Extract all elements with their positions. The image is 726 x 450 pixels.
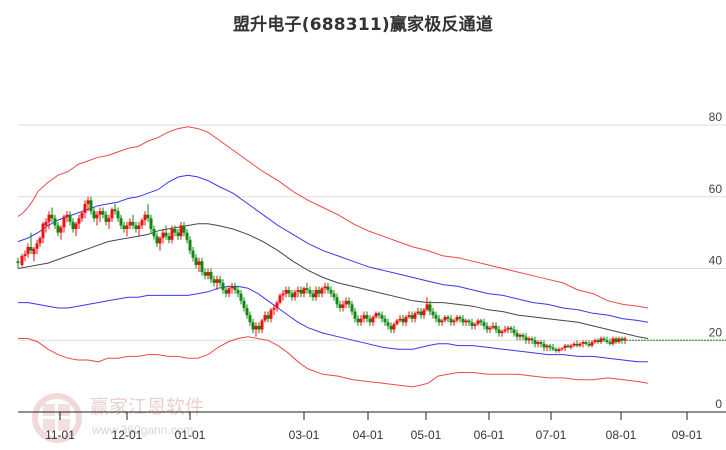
x-tick-label: 06-01	[474, 428, 505, 442]
watermark-name: 赢家江恩软件	[90, 396, 204, 418]
watermark-url: www.360gann.com	[91, 423, 193, 437]
y-tick-label: 60	[709, 182, 723, 196]
watermark-logo-icon	[32, 393, 82, 443]
x-tick-label: 03-01	[289, 428, 320, 442]
candlesticks	[16, 196, 627, 353]
chart-title: 盟升电子(688311)赢家极反通道	[232, 15, 494, 35]
y-tick-label: 0	[715, 397, 722, 411]
x-tick-label: 07-01	[536, 428, 567, 442]
band-outer_upper	[17, 126, 649, 309]
band-mid_line	[17, 223, 649, 339]
x-tick-label: 08-01	[606, 428, 637, 442]
band-inner_lower	[18, 285, 648, 363]
y-tick-label: 20	[709, 325, 723, 339]
x-tick-label: 01-01	[175, 428, 206, 442]
x-tick-label: 12-01	[112, 428, 143, 442]
y-tick-label: 40	[709, 254, 723, 268]
x-tick-label: 09-01	[672, 428, 703, 442]
y-tick-label: 80	[709, 110, 723, 124]
band-outer_lower	[18, 336, 649, 388]
x-tick-label: 04-01	[353, 428, 384, 442]
channel-bands	[17, 126, 649, 388]
x-axis: 11-01 12-01 01-01 03-01 04-01 05-01 06-01 07-01…	[18, 411, 726, 442]
x-tick-label: 05-01	[411, 428, 442, 442]
x-tick-label: 11-01	[45, 428, 75, 442]
y-axis: 0 20 40 60 80	[709, 110, 723, 411]
band-inner_upper	[17, 174, 649, 323]
